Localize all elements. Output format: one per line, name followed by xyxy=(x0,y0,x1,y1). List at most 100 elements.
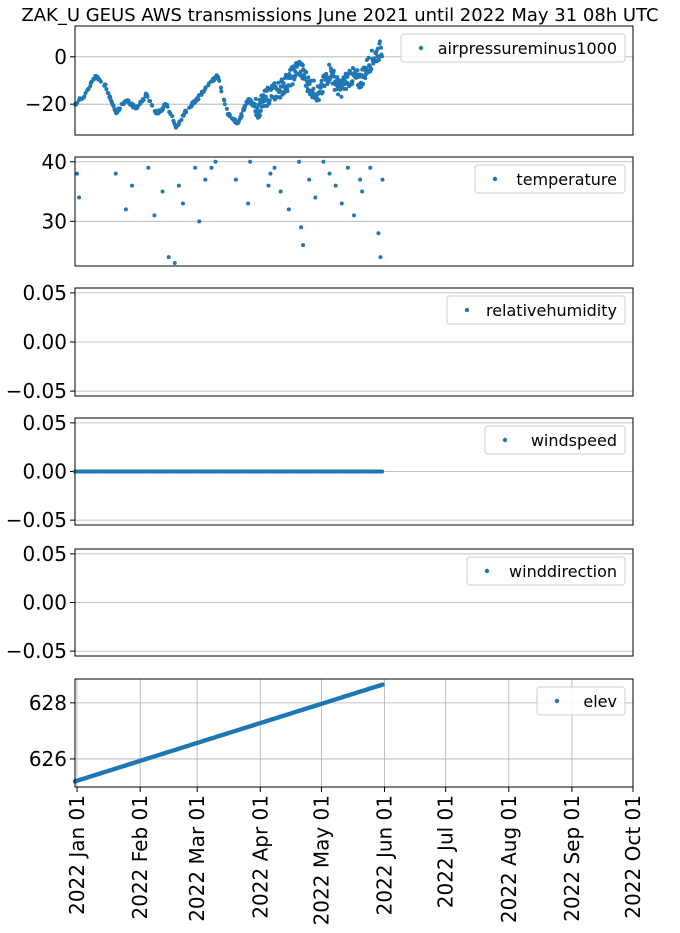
data-point xyxy=(361,82,366,87)
data-point xyxy=(327,62,332,67)
data-point xyxy=(377,39,382,44)
y-tick-label: −0.05 xyxy=(6,508,67,532)
panel-elev: 628 626 elev xyxy=(29,678,634,788)
data-point xyxy=(300,63,305,68)
series-windspeed xyxy=(73,469,385,474)
data-point xyxy=(350,65,355,70)
data-point xyxy=(375,54,380,59)
data-point xyxy=(123,207,128,212)
data-point xyxy=(313,195,318,200)
data-point xyxy=(104,87,109,92)
data-point xyxy=(176,183,181,188)
panel-windspeed: 0.05 0.00 −0.05 windspeed xyxy=(6,411,634,532)
series-temperature xyxy=(75,159,385,266)
data-point xyxy=(222,98,227,103)
data-point xyxy=(278,95,283,100)
data-point xyxy=(263,94,268,99)
data-point xyxy=(366,55,371,60)
legend-marker xyxy=(492,176,498,182)
data-point xyxy=(152,213,157,218)
x-tick-label: 2022 Sep 01 xyxy=(560,795,584,922)
data-point xyxy=(75,171,80,176)
axes-frame xyxy=(74,156,634,267)
data-point xyxy=(339,201,344,206)
data-point xyxy=(287,72,292,77)
data-point xyxy=(302,73,307,78)
data-point xyxy=(113,171,118,176)
legend-box xyxy=(400,33,626,63)
legend: airpressureminus1000 xyxy=(400,33,626,63)
data-point xyxy=(197,219,202,224)
legend-label: winddirection xyxy=(509,562,617,581)
data-point xyxy=(327,171,332,176)
data-point xyxy=(117,106,122,111)
legend-box xyxy=(474,164,626,194)
x-tick-label: 2022 May 01 xyxy=(309,795,333,925)
data-point xyxy=(352,213,356,218)
data-point xyxy=(318,85,323,90)
figure-title: ZAK_U GEUS AWS transmissions June 2021 u… xyxy=(21,5,658,26)
data-point xyxy=(130,183,135,188)
data-point xyxy=(363,75,368,80)
data-point xyxy=(380,54,385,59)
legend-marker xyxy=(418,45,424,51)
data-point xyxy=(283,72,288,77)
data-point xyxy=(301,243,306,248)
data-point xyxy=(258,108,263,113)
axes-frame xyxy=(74,678,634,788)
y-tick-label: 628 xyxy=(29,691,67,715)
data-point xyxy=(145,94,150,99)
data-point xyxy=(248,159,253,164)
y-tick-label: 40 xyxy=(42,150,67,174)
legend-label: airpressureminus1000 xyxy=(438,39,617,58)
y-tick-label: 0.00 xyxy=(22,460,67,484)
legend-marker xyxy=(484,568,490,574)
data-point xyxy=(285,89,290,94)
data-point xyxy=(252,102,257,107)
data-point xyxy=(274,95,279,100)
legend-marker xyxy=(502,437,508,443)
data-point xyxy=(217,78,222,83)
legend-label: elev xyxy=(583,692,617,711)
data-point xyxy=(272,165,277,170)
data-point xyxy=(321,159,326,164)
legend: temperature xyxy=(474,164,626,194)
legend-marker xyxy=(464,307,470,313)
data-point xyxy=(233,177,238,182)
data-point xyxy=(311,86,316,91)
x-tick-label: 2022 Jun 01 xyxy=(373,795,397,915)
data-point xyxy=(83,91,88,96)
data-point xyxy=(335,75,340,80)
data-point xyxy=(219,89,224,94)
data-point xyxy=(320,90,325,95)
data-point xyxy=(290,82,295,87)
data-point xyxy=(257,113,262,118)
legend: elev xyxy=(536,686,626,716)
data-point xyxy=(369,67,374,72)
legend-box xyxy=(484,425,626,455)
data-point xyxy=(304,83,309,88)
data-point xyxy=(150,103,155,108)
data-point xyxy=(253,96,258,101)
y-tick-label: 0.05 xyxy=(22,542,67,566)
data-point xyxy=(243,104,248,109)
data-point xyxy=(380,682,385,687)
panel-winddirection: 0.05 0.00 −0.05 winddirection xyxy=(6,542,634,663)
data-point xyxy=(286,207,291,212)
data-point xyxy=(311,78,316,83)
data-point xyxy=(358,177,363,182)
data-point xyxy=(380,177,385,182)
data-point xyxy=(146,165,151,170)
data-point xyxy=(297,159,302,164)
data-point xyxy=(77,195,82,200)
data-point xyxy=(322,84,327,89)
series-elev xyxy=(72,682,385,784)
data-point xyxy=(368,165,373,170)
y-tick-label: 0.00 xyxy=(22,591,67,615)
axes-frame xyxy=(74,548,634,657)
data-point xyxy=(268,171,273,176)
x-tick-label: 2022 Feb 01 xyxy=(128,795,152,919)
data-point xyxy=(141,98,146,103)
data-point xyxy=(281,81,286,86)
